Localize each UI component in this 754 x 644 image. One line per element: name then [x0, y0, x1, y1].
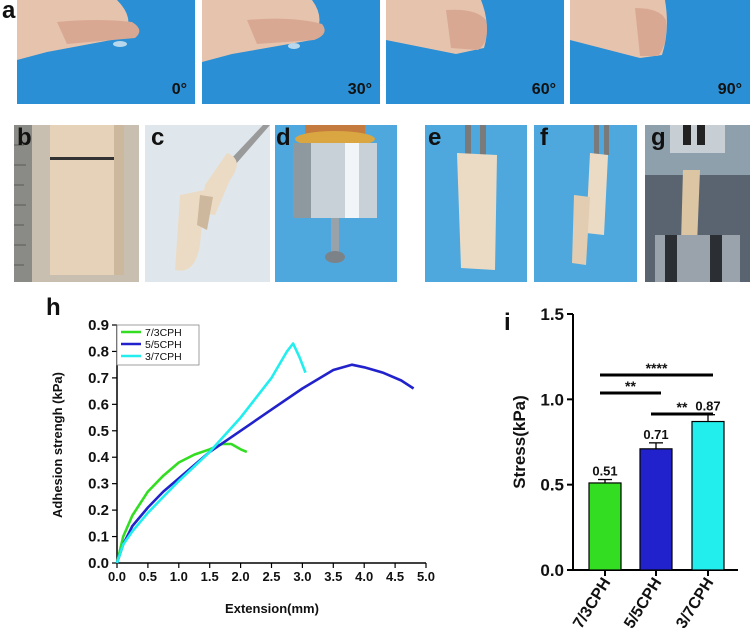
h-x-tick-label: 1.0	[170, 569, 188, 584]
i-significance-label: ****	[646, 360, 668, 376]
h-legend-box	[116, 324, 200, 366]
i-x-tick-label: 7/3CPH	[570, 575, 614, 632]
angle-label-60: 60°	[531, 81, 556, 98]
strip-photo-image	[425, 125, 527, 282]
h-y-tick-label: 0.0	[88, 555, 109, 572]
angle-label-90: 90°	[717, 81, 742, 98]
panel-label-f: f	[540, 124, 548, 151]
photo-strip-f	[534, 125, 637, 282]
i-bar-5-5CPH	[639, 448, 673, 571]
i-x-tick-label: 3/7CPH	[673, 575, 717, 632]
h-x-tick-label: 4.5	[386, 569, 404, 584]
finger-photo-image	[202, 0, 380, 104]
tester-photo-image	[645, 125, 750, 282]
h-x-tick-label: 1.5	[201, 569, 219, 584]
i-y-axis-label: Stress(kPa)	[510, 395, 529, 489]
i-value-label: 0.51	[592, 464, 617, 479]
i-y-tick-label: 0.5	[540, 476, 564, 495]
finger-photo-image	[386, 0, 564, 104]
h-y-tick-label: 0.6	[88, 396, 109, 413]
i-bar-7-3CPH	[588, 482, 622, 571]
angle-label-30: 30°	[347, 81, 372, 98]
h-series-line-3-7CPH	[115, 342, 307, 564]
h-y-tick-label: 0.4	[88, 449, 110, 466]
panel-label-e: e	[428, 124, 442, 151]
i-value-label: 0.87	[695, 399, 720, 414]
h-y-tick-label: 0.1	[88, 529, 109, 546]
photo-strip-e	[425, 125, 527, 282]
panel-label-h: h	[46, 294, 61, 321]
i-x-tick-label: 5/5CPH	[621, 575, 665, 632]
photo-tester-g	[645, 125, 750, 282]
h-y-tick-label: 0.7	[88, 370, 109, 387]
i-significance-label: **	[677, 399, 688, 415]
h-series-line-5-5CPH	[115, 363, 415, 564]
cylinder-photo-image	[14, 125, 139, 282]
h-y-tick-label: 0.5	[88, 423, 109, 440]
h-legend-label: 5/5CPH	[145, 339, 182, 351]
h-x-tick-label: 2.5	[262, 569, 280, 584]
h-y-tick-label: 0.3	[88, 476, 109, 493]
h-x-tick-label: 2.0	[232, 569, 250, 584]
h-x-axis-label: Extension(mm)	[225, 601, 319, 616]
i-y-tick-label: 1.0	[540, 390, 564, 409]
h-series-line-7-3CPH	[115, 442, 248, 564]
photo-cylinder-b	[14, 125, 139, 282]
panel-label-d: d	[276, 124, 291, 151]
panel-label-b: b	[17, 124, 32, 151]
h-y-tick-label: 0.2	[88, 502, 109, 519]
i-value-label: 0.71	[643, 427, 668, 442]
weight-photo-image	[275, 125, 397, 282]
finger-photo-image	[17, 0, 195, 104]
photo-overlap-c	[145, 125, 270, 282]
h-x-tick-label: 3.0	[293, 569, 311, 584]
photo-finger-60deg: 60°	[386, 0, 564, 104]
i-y-tick-label: 1.5	[540, 305, 564, 324]
h-x-tick-label: 3.5	[324, 569, 342, 584]
h-legend-label: 3/7CPH	[145, 351, 182, 363]
h-x-tick-label: 5.0	[417, 569, 435, 584]
panel-label-a: a	[2, 0, 16, 24]
photo-weight-d	[275, 125, 397, 282]
h-legend-label: 7/3CPH	[145, 327, 182, 339]
h-x-tick-label: 4.0	[355, 569, 373, 584]
i-y-tick-label: 0.0	[540, 561, 564, 580]
i-bar-3-7CPH	[691, 420, 725, 571]
panel-label-i: i	[504, 309, 511, 336]
h-y-axis-label: Adhesion strengh (kPa)	[50, 372, 65, 518]
photo-finger-0deg: 0°	[17, 0, 195, 104]
h-x-tick-label: 0.5	[139, 569, 157, 584]
photo-finger-30deg: 30°	[202, 0, 380, 104]
angle-label-0: 0°	[171, 81, 187, 98]
panel-label-c: c	[151, 124, 165, 151]
finger-photo-image	[570, 0, 750, 104]
overlap-photo-image	[145, 125, 270, 282]
panel-label-g: g	[651, 124, 666, 151]
h-y-tick-label: 0.9	[88, 317, 109, 334]
h-y-tick-label: 0.8	[88, 343, 109, 360]
photo-finger-90deg: 90°	[570, 0, 750, 104]
strip-photo-image	[534, 125, 637, 282]
h-x-tick-label: 0.0	[108, 569, 126, 584]
i-significance-label: **	[625, 378, 636, 394]
